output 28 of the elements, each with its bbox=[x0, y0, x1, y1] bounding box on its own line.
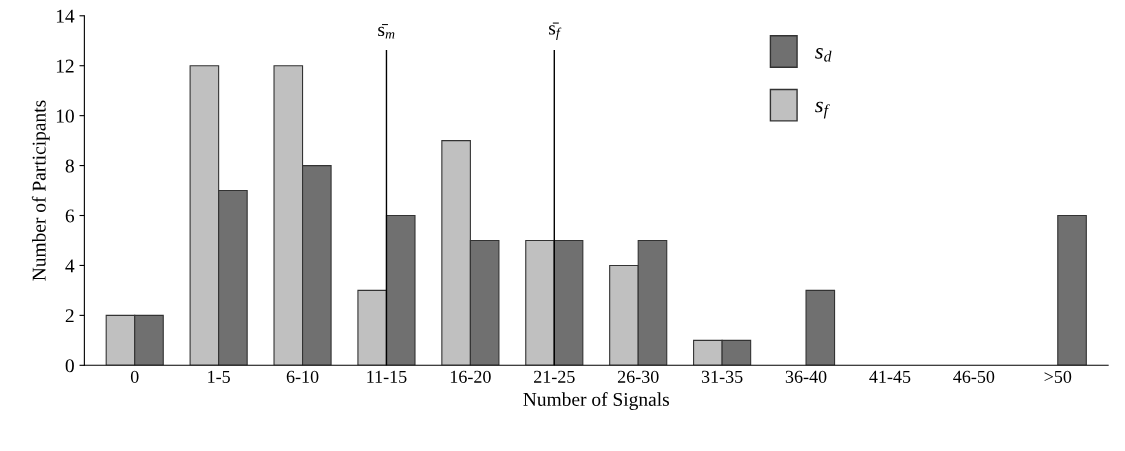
y-tick-label: 10 bbox=[56, 109, 74, 123]
ref-line-label: s̄$_{m}$ bbox=[378, 24, 395, 39]
x-tick-label: 46-50 bbox=[953, 370, 995, 383]
y-tick-label: 4 bbox=[65, 259, 75, 273]
x-tick-label: 0 bbox=[130, 370, 139, 383]
x-tick-label: 41-45 bbox=[869, 370, 911, 383]
y-axis-title: Number of Participants bbox=[31, 100, 50, 281]
bar bbox=[1057, 214, 1087, 366]
x-tick-label: 36-40 bbox=[785, 370, 827, 383]
y-tick-label: 0 bbox=[65, 359, 74, 373]
x-tick-label: 6-10 bbox=[286, 370, 319, 383]
x-axis-title: Number of Signals bbox=[523, 392, 669, 410]
y-tick-label: 12 bbox=[56, 59, 74, 73]
x-tick-label: 16-20 bbox=[450, 370, 491, 383]
x-tick-label: 31-35 bbox=[701, 370, 743, 383]
x-tick-label: 1-5 bbox=[208, 370, 230, 383]
y-tick-label: 6 bbox=[65, 209, 75, 223]
x-tick-label: 21-25 bbox=[534, 370, 575, 383]
y-tick-label: 8 bbox=[65, 159, 74, 173]
ref-line-label: s̄$_{f}$ bbox=[549, 22, 562, 40]
x-tick-label: 11-15 bbox=[367, 370, 407, 383]
y-tick-label: 2 bbox=[65, 309, 74, 323]
x-tick-label: 26-30 bbox=[617, 370, 659, 383]
bar bbox=[805, 289, 836, 366]
legend-label: s$_{f}$ bbox=[815, 101, 830, 119]
x-tick-label: >50 bbox=[1044, 370, 1072, 383]
y-tick-label: 14 bbox=[56, 9, 75, 23]
legend-label: s$_{d}$ bbox=[815, 48, 832, 62]
